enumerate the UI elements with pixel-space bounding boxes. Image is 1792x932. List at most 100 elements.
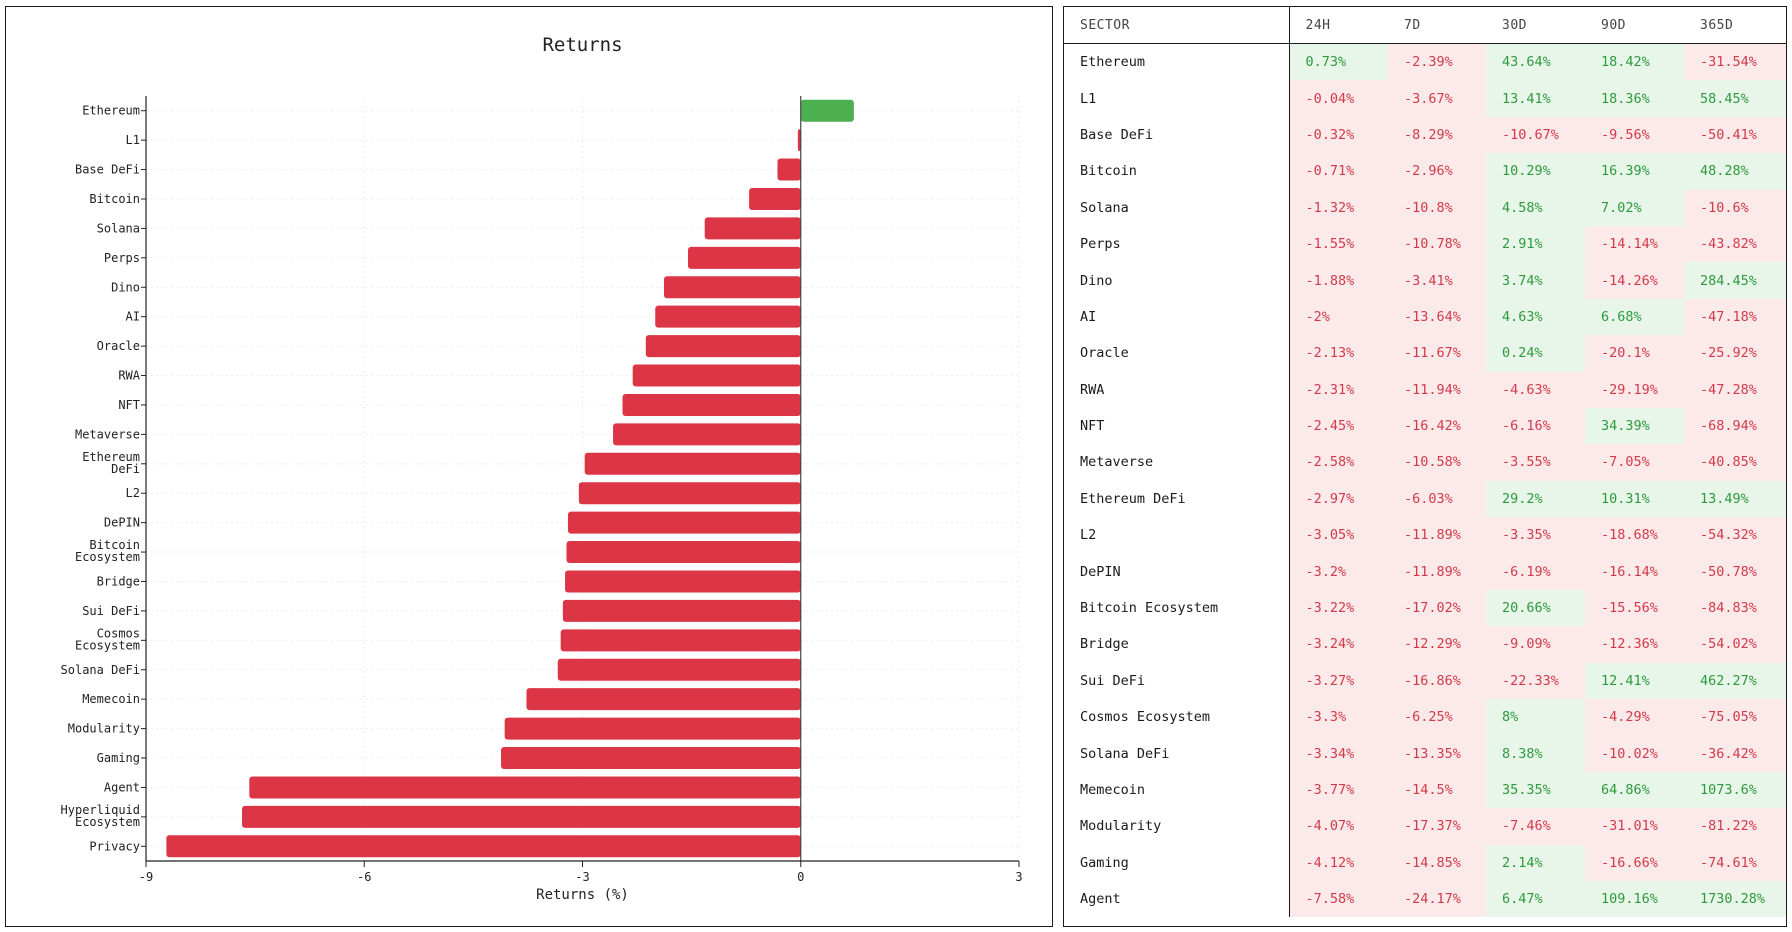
return-cell: -3.3% [1289, 699, 1388, 736]
return-cell: -75.05% [1684, 699, 1786, 736]
return-cell: -2.13% [1289, 335, 1388, 372]
return-cell: -16.86% [1388, 662, 1486, 700]
table-row: Base DeFi -0.32% -8.29% -10.67% -9.56% -50.41… [1064, 116, 1786, 154]
bar-gaming [501, 747, 801, 770]
y-tick-label: Bitcoin [89, 192, 140, 206]
sector-name-cell: Gaming [1064, 844, 1290, 881]
return-cell: 462.27% [1684, 662, 1786, 700]
return-cell: -16.14% [1585, 553, 1684, 590]
y-tick-label: Modularity [68, 722, 140, 736]
sector-name-cell: Sui DeFi [1064, 662, 1290, 700]
sector-name-cell: DePIN [1064, 553, 1290, 590]
bar-agent [249, 776, 801, 799]
table-row: Modularity -4.07% -17.37% -7.46% -31.01% -81.… [1064, 808, 1786, 845]
y-tick-label: L2 [126, 486, 140, 500]
y-tick-label: Base DeFi [75, 163, 140, 177]
return-cell: 64.86% [1585, 771, 1684, 809]
sector-name-cell: RWA [1064, 371, 1290, 408]
y-tick-label: Hyperliquid Ecosystem [61, 803, 140, 829]
return-cell: -54.32% [1684, 517, 1786, 554]
return-cell: 34.39% [1585, 407, 1684, 445]
return-cell: -3.2% [1289, 553, 1388, 590]
return-cell: 7.02% [1585, 189, 1684, 226]
table-row: Solana -1.32% -10.8% 4.58% 7.02% -10.6% [1064, 189, 1786, 226]
sector-name-cell: Ethereum DeFi [1064, 480, 1290, 518]
y-tick-label: NFT [118, 398, 140, 412]
bar-nft [622, 393, 801, 416]
return-cell: -81.22% [1684, 808, 1786, 845]
return-cell: -25.92% [1684, 335, 1786, 372]
return-cell: -6.03% [1388, 480, 1486, 518]
returns-bar-chart: Returns -9 -6 -3 0 3 Returns (%) Ethereum L1 Base… [61, 34, 1023, 903]
sector-name-cell: Dino [1064, 262, 1290, 299]
return-cell: 1073.6% [1684, 771, 1786, 809]
bar-cosmos-ecosystem [560, 629, 801, 652]
y-tick-label: Dino [111, 280, 140, 294]
return-cell: -13.35% [1388, 735, 1486, 772]
return-cell: -2.39% [1388, 43, 1486, 81]
return-cell: -17.37% [1388, 808, 1486, 845]
bar-ai [655, 305, 801, 328]
sector-name-cell: Bitcoin Ecosystem [1064, 589, 1290, 627]
column-header-30d: 30D [1486, 7, 1585, 44]
table-row: Solana DeFi -3.34% -13.35% 8.38% -10.02% -36.… [1064, 735, 1786, 772]
bar-dino [663, 276, 801, 299]
return-cell: -3.27% [1289, 662, 1388, 700]
return-cell: 10.31% [1585, 480, 1684, 518]
return-cell: 35.35% [1486, 771, 1585, 809]
return-cell: -0.32% [1289, 116, 1388, 154]
return-cell: -11.89% [1388, 553, 1486, 590]
return-cell: -84.83% [1684, 589, 1786, 627]
bar-bitcoin [749, 187, 801, 210]
bar-depin [567, 511, 801, 534]
y-tick-label: DePIN [104, 516, 140, 530]
return-cell: -4.63% [1486, 371, 1585, 408]
return-cell: -3.55% [1486, 444, 1585, 481]
return-cell: -0.04% [1289, 80, 1388, 117]
column-header-sector: SECTOR [1064, 7, 1290, 44]
return-cell: 284.45% [1684, 262, 1786, 299]
return-cell: -14.26% [1585, 262, 1684, 299]
y-tick-label: L1 [126, 133, 140, 147]
return-cell: 58.45% [1684, 80, 1786, 117]
return-cell: -3.35% [1486, 517, 1585, 554]
return-cell: -15.56% [1585, 589, 1684, 627]
sector-name-cell: Bitcoin [1064, 153, 1290, 190]
table-row: Bridge -3.24% -12.29% -9.09% -12.36% -54.02% [1064, 626, 1786, 663]
table-row: Dino -1.88% -3.41% 3.74% -14.26% 284.45% [1064, 262, 1786, 299]
return-cell: -6.25% [1388, 699, 1486, 736]
return-cell: -2.97% [1289, 480, 1388, 518]
table-row: Perps -1.55% -10.78% 2.91% -14.14% -43.82% [1064, 225, 1786, 263]
table-header-row: SECTOR 24H 7D 30D 90D 365D [1064, 7, 1786, 44]
column-header-365d: 365D [1684, 7, 1786, 44]
return-cell: 18.42% [1585, 43, 1684, 81]
return-cell: -1.88% [1289, 262, 1388, 299]
sector-name-cell: Solana DeFi [1064, 735, 1290, 772]
return-cell: -2.58% [1289, 444, 1388, 481]
bar-privacy [166, 835, 801, 858]
return-cell: 16.39% [1585, 153, 1684, 190]
return-cell: -20.1% [1585, 335, 1684, 372]
table-row: Oracle -2.13% -11.67% 0.24% -20.1% -25.92% [1064, 335, 1786, 372]
table-row: Metaverse -2.58% -10.58% -3.55% -7.05% -40.85… [1064, 444, 1786, 481]
table-row: L2 -3.05% -11.89% -3.35% -18.68% -54.32% [1064, 517, 1786, 554]
return-cell: -2.45% [1289, 407, 1388, 445]
x-tick-label: 0 [797, 870, 804, 884]
y-tick-label: Ethereum DeFi [82, 450, 140, 476]
sector-name-cell: Ethereum [1064, 43, 1290, 81]
return-cell: 2.91% [1486, 225, 1585, 263]
return-cell: -11.67% [1388, 335, 1486, 372]
table-row: Sui DeFi -3.27% -16.86% -22.33% 12.41% 462.27… [1064, 662, 1786, 700]
return-cell: -16.42% [1388, 407, 1486, 445]
return-cell: 0.73% [1289, 43, 1388, 81]
y-tick-label: Bitcoin Ecosystem [75, 538, 140, 564]
return-cell: -14.14% [1585, 225, 1684, 263]
bar-modularity [504, 717, 801, 740]
return-cell: 43.64% [1486, 43, 1585, 81]
return-cell: -68.94% [1684, 407, 1786, 445]
y-tick-label: Cosmos Ecosystem [75, 626, 140, 652]
sector-name-cell: Solana [1064, 189, 1290, 226]
return-cell: 29.2% [1486, 480, 1585, 518]
table-row: Bitcoin -0.71% -2.96% 10.29% 16.39% 48.28% [1064, 153, 1786, 190]
return-cell: -7.05% [1585, 444, 1684, 481]
